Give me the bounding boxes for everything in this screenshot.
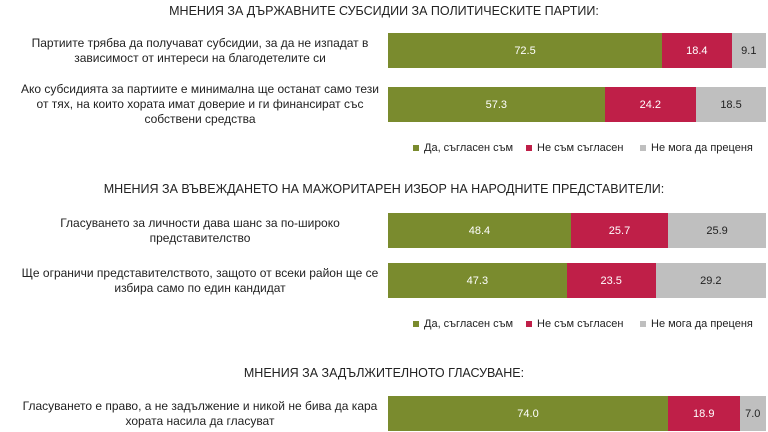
legend-label: Не мога да преценя: [651, 142, 753, 154]
value-label: 18.9: [693, 407, 715, 420]
value-label: 47.3: [466, 274, 489, 287]
chart-title: МНЕНИЯ ЗА ЗАДЪЛЖИТЕЛНОТО ГЛАСУВАНЕ:: [243, 366, 525, 380]
value-label: 29.2: [700, 274, 722, 287]
value-label: 25.7: [608, 224, 631, 237]
value-label: 24.2: [639, 98, 662, 111]
legend-label: Да, съгласен съм: [424, 142, 514, 154]
bar-segment: 57.3: [388, 87, 605, 122]
legend-marker: [413, 145, 419, 151]
legend-marker: [640, 145, 646, 151]
bar-segment: 47.3: [388, 263, 567, 298]
category-label: Ще ограничи представителството, защото о…: [21, 265, 379, 295]
legend-item: Да, съгласен съм: [413, 317, 513, 331]
legend-marker: [413, 321, 419, 327]
legend-item: Не съм съгласен: [526, 141, 624, 155]
legend-marker: [526, 321, 532, 327]
bar-segment: 9.1: [731, 33, 766, 68]
legend-item: Не съм съгласен: [526, 317, 624, 331]
category-label: Гласуването е право, а не задължение и н…: [22, 398, 378, 428]
bar-segment: 23.5: [566, 263, 656, 298]
chart-title: МНЕНИЯ ЗА ДЪРЖАВНИТЕ СУБСИДИИ ЗА ПОЛИТИЧ…: [169, 4, 599, 18]
bar-segment: 25.9: [668, 213, 766, 248]
legend-marker: [526, 145, 532, 151]
legend-marker: [640, 321, 646, 327]
value-label: 23.5: [600, 274, 622, 287]
legend-item: Да, съгласен съм: [413, 141, 513, 155]
value-label: 74.0: [517, 407, 539, 420]
legend-label: Не мога да преценя: [651, 318, 753, 330]
legend-item: Не мога да преценя: [640, 141, 753, 155]
value-label: 25.9: [706, 224, 728, 237]
bar-segment: 48.4: [388, 213, 571, 248]
bar-segment: 25.7: [570, 213, 669, 248]
bar-segment: 7.0: [739, 396, 766, 431]
legend-label: Не съм съгласен: [537, 318, 624, 330]
chart-title: МНЕНИЯ ЗА ВЪВЕЖДАНЕТО НА МАЖОРИТАРЕН ИЗБ…: [103, 182, 665, 196]
value-label: 7.0: [745, 407, 761, 420]
category-label: Гласуването за личности дава шанс за по-…: [60, 215, 340, 245]
category-label: Ако субсидията за партиите е минимална щ…: [21, 82, 379, 126]
value-label: 18.4: [686, 44, 708, 57]
bar-segment: 24.2: [604, 87, 697, 122]
bar-segment: 74.0: [388, 396, 668, 431]
legend-label: Да, съгласен съм: [424, 318, 514, 330]
bar-segment: 29.2: [655, 263, 766, 298]
bar-segment: 18.9: [668, 396, 740, 431]
value-label: 72.5: [514, 44, 536, 57]
bar-segment: 18.5: [696, 87, 766, 122]
bar-segment: 18.4: [662, 33, 732, 68]
legend-label: Не съм съгласен: [537, 142, 624, 154]
category-label: Партиите трябва да получават субсидии, з…: [31, 35, 369, 65]
value-label: 18.5: [720, 98, 742, 111]
value-label: 9.1: [741, 44, 757, 57]
legend-item: Не мога да преценя: [640, 317, 753, 331]
bar-segment: 72.5: [388, 33, 663, 68]
value-label: 57.3: [485, 98, 507, 111]
value-label: 48.4: [468, 224, 491, 237]
